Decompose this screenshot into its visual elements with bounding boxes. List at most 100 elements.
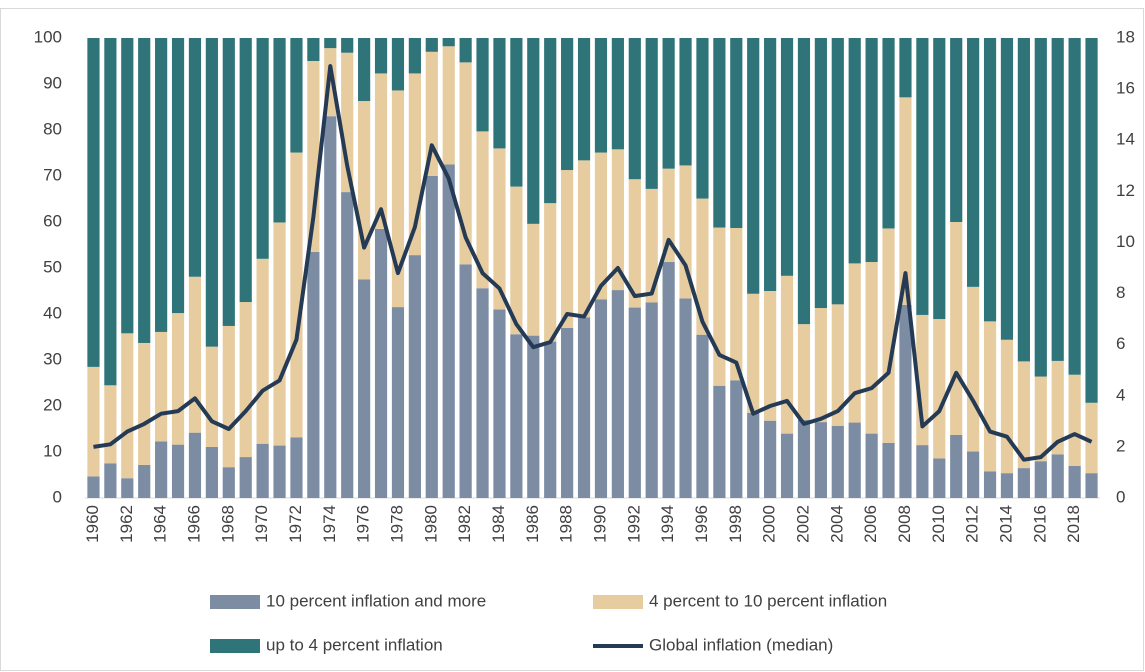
bar-segment bbox=[442, 164, 455, 498]
bar-segment bbox=[121, 478, 134, 498]
bar-segment bbox=[155, 441, 168, 498]
bar-segment bbox=[121, 333, 134, 479]
bar-segment bbox=[408, 255, 421, 498]
legend-swatch bbox=[210, 639, 260, 653]
x-tick-label: 1988 bbox=[557, 505, 576, 543]
bar-segment bbox=[104, 38, 117, 386]
x-tick-label: 1994 bbox=[658, 505, 677, 543]
y-tick-label: 20 bbox=[43, 395, 62, 414]
bar-segment bbox=[205, 446, 218, 498]
x-tick-label: 2012 bbox=[963, 505, 982, 543]
bar-segment bbox=[425, 176, 438, 498]
bar-segment bbox=[628, 307, 641, 498]
bar-segment bbox=[983, 38, 997, 322]
bar-segment bbox=[1017, 468, 1030, 498]
bar-segment bbox=[1085, 38, 1098, 403]
y2-tick-label: 2 bbox=[1116, 436, 1125, 455]
bar-segment bbox=[713, 385, 726, 498]
legend-swatch bbox=[210, 595, 260, 609]
x-tick-label: 1968 bbox=[218, 505, 237, 543]
bar-segment bbox=[933, 319, 946, 459]
bar-segment bbox=[358, 279, 371, 498]
bar-segment bbox=[983, 321, 997, 472]
bar-segment bbox=[848, 263, 861, 423]
bar-segment bbox=[577, 38, 591, 161]
x-tick-label: 1966 bbox=[184, 505, 203, 543]
bar-segment bbox=[764, 420, 777, 498]
bar-segment bbox=[408, 38, 421, 74]
bar-segment bbox=[780, 275, 794, 434]
bar-segment bbox=[374, 38, 388, 74]
bar-segment bbox=[527, 223, 540, 336]
bar-segment bbox=[814, 308, 827, 423]
bar-segment bbox=[679, 298, 692, 498]
bar-segment bbox=[442, 38, 455, 47]
bar-segment bbox=[1000, 339, 1014, 474]
bar-segment bbox=[87, 366, 100, 477]
bar-segment bbox=[341, 38, 354, 53]
bar-segment bbox=[374, 228, 388, 498]
legend-label: Global inflation (median) bbox=[649, 635, 833, 654]
y-tick-label: 70 bbox=[43, 165, 62, 184]
bar-segment bbox=[1068, 374, 1081, 466]
bar-segment bbox=[628, 179, 641, 308]
y-tick-label: 80 bbox=[43, 119, 62, 138]
x-tick-label: 2016 bbox=[1030, 505, 1049, 543]
bar-segment bbox=[510, 334, 523, 498]
bar-segment bbox=[527, 38, 540, 224]
legend-label: up to 4 percent inflation bbox=[266, 635, 443, 654]
bar-segment bbox=[916, 38, 929, 315]
bar-segment bbox=[662, 262, 675, 498]
y-tick-label: 100 bbox=[34, 27, 62, 46]
bar-segment bbox=[933, 38, 946, 320]
x-tick-label: 1978 bbox=[387, 505, 406, 543]
bar-segment bbox=[950, 222, 963, 435]
x-tick-label: 2018 bbox=[1064, 505, 1083, 543]
legend-label: 10 percent inflation and more bbox=[266, 591, 486, 610]
bar-segment bbox=[662, 38, 675, 169]
y-tick-label: 60 bbox=[43, 211, 62, 230]
bar-segment bbox=[764, 38, 777, 291]
bar-segment bbox=[1051, 454, 1064, 498]
bar-segment bbox=[696, 38, 709, 199]
bar-segment bbox=[713, 227, 726, 386]
bar-segment bbox=[171, 38, 185, 314]
bar-segment bbox=[104, 463, 117, 498]
y-tick-label: 50 bbox=[43, 257, 62, 276]
bar-segment bbox=[222, 467, 235, 498]
bar-segment bbox=[155, 331, 168, 442]
bar-segment bbox=[797, 419, 811, 498]
x-tick-label: 2004 bbox=[827, 505, 846, 543]
y-tick-label: 40 bbox=[43, 303, 62, 322]
x-tick-label: 2008 bbox=[895, 505, 914, 543]
x-tick-label: 1984 bbox=[489, 505, 508, 543]
bar-segment bbox=[256, 258, 269, 444]
bar-segment bbox=[662, 168, 675, 263]
bar-segment bbox=[780, 38, 794, 276]
bar-segment bbox=[1034, 376, 1047, 462]
bar-segment bbox=[933, 458, 946, 498]
bar-segment bbox=[256, 443, 269, 498]
x-tick-label: 2010 bbox=[929, 505, 948, 543]
bar-segment bbox=[476, 131, 489, 289]
bar-segment bbox=[138, 342, 151, 465]
bar-segment bbox=[1017, 38, 1030, 362]
x-tick-label: 1962 bbox=[117, 505, 136, 543]
bar-segment bbox=[121, 38, 134, 334]
bar-segment bbox=[476, 38, 489, 132]
bar-segment bbox=[476, 288, 489, 498]
bar-segment bbox=[831, 425, 844, 498]
bar-segment bbox=[374, 73, 388, 229]
bar-segment bbox=[138, 38, 151, 343]
bar-segment bbox=[730, 380, 743, 498]
bar-segment bbox=[594, 38, 608, 153]
bar-segment bbox=[544, 203, 557, 342]
bar-segment bbox=[171, 444, 185, 498]
x-tick-label: 1996 bbox=[692, 505, 711, 543]
bar-segment bbox=[1034, 461, 1047, 498]
bar-segment bbox=[747, 293, 760, 413]
bar-segment bbox=[459, 38, 472, 63]
bar-segment bbox=[696, 334, 709, 498]
bar-segment bbox=[950, 434, 963, 498]
